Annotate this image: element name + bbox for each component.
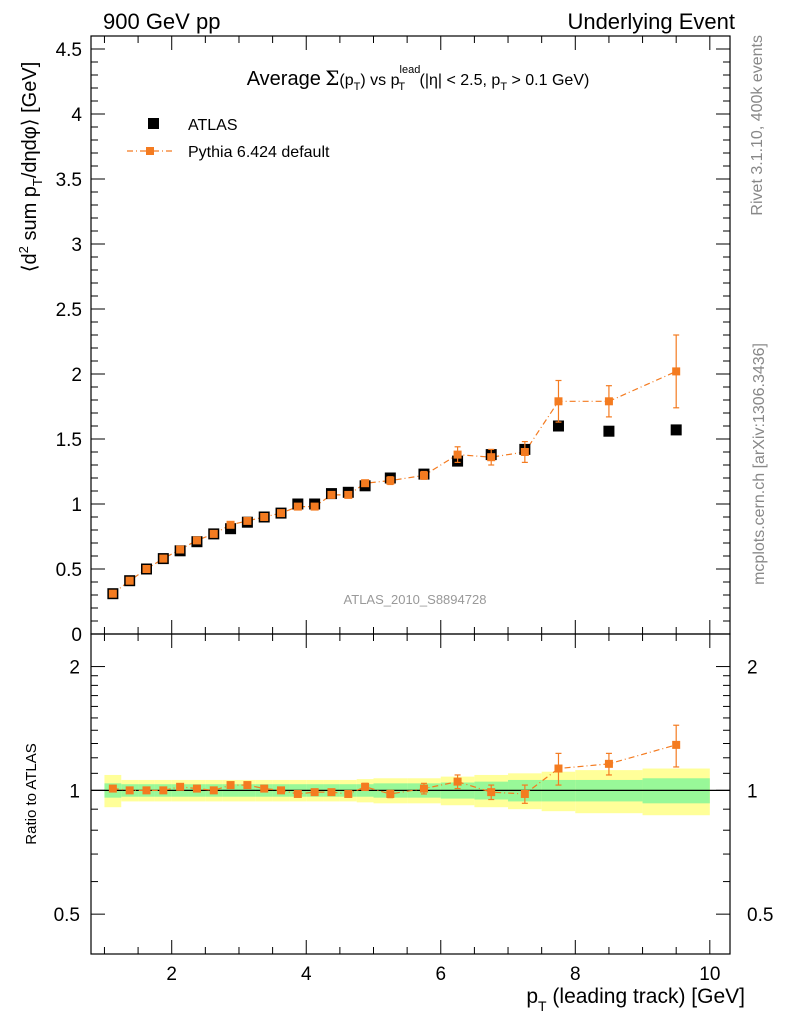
pythia-point (487, 453, 496, 462)
ratio-point (344, 789, 353, 798)
ratio-point (386, 789, 395, 798)
legend-atlas-marker (148, 118, 159, 129)
main-frame (90, 35, 731, 635)
main-ytick-label: 2 (71, 365, 82, 386)
atlas-point (552, 420, 564, 432)
pythia-point (604, 397, 613, 406)
ratio-point (293, 789, 302, 798)
ratio-panel: 0.5 0.5 1 1 2 2 2 4 6 8 10 (54, 633, 773, 985)
ratio-point (192, 784, 201, 793)
pythia-point (453, 450, 462, 459)
ratio-point (226, 781, 235, 790)
pythia-point (243, 516, 252, 525)
ratio-point (419, 784, 428, 793)
main-ticks: 0 0.5 1 1.5 2 2.5 3 3.5 4 4.5 (56, 35, 730, 646)
main-ytick-label: 1 (71, 495, 82, 516)
pythia-point (554, 397, 563, 406)
main-ylabel: ⟨d2 sum pT/dηdφ⟩ [GeV] (16, 62, 45, 273)
legend-atlas-label: ATLAS (188, 117, 238, 134)
ratio-ytick-label-right: 1 (747, 781, 758, 802)
ratio-point (672, 740, 681, 749)
pythia-point (176, 545, 185, 554)
legend: ATLAS Pythia 6.424 default (127, 117, 330, 161)
pythia-point (293, 502, 302, 511)
pythia-point (142, 565, 151, 573)
ratio-point (209, 786, 218, 795)
header-left: 900 GeV pp (103, 9, 220, 34)
x-tick-label: 6 (435, 964, 446, 985)
ratio-point (243, 781, 252, 790)
pythia-point (226, 520, 235, 529)
pythia-point (327, 490, 336, 499)
legend-pythia-label: Pythia 6.424 default (188, 144, 330, 161)
pythia-point (344, 490, 353, 499)
ratio-frame (90, 633, 731, 955)
main-ytick-label: 1.5 (56, 430, 82, 451)
rivet-label: Rivet 3.1.10, 400k events (749, 35, 766, 216)
ratio-point (142, 786, 151, 795)
mcplots-label: mcplots.cern.ch [arXiv:1306.3436] (751, 343, 768, 585)
x-tick-label: 8 (570, 964, 581, 985)
main-ytick-label: 0.5 (56, 560, 82, 581)
ratio-ticks: 0.5 0.5 1 1 2 2 2 4 6 8 10 (54, 634, 773, 985)
pythia-point (419, 471, 428, 480)
ratio-point (453, 777, 462, 786)
pythia-point (361, 479, 370, 488)
ratio-ytick-label-right: 0.5 (747, 905, 773, 926)
ratio-point (327, 788, 336, 797)
pythia-point (386, 476, 395, 485)
ratio-point (176, 782, 185, 791)
ratio-point (260, 784, 269, 793)
pythia-point (125, 576, 134, 585)
pythia-point (277, 509, 286, 518)
pythia-point (108, 589, 117, 598)
pythia-point (520, 448, 529, 456)
ratio-point (520, 789, 529, 798)
ratio-point (277, 786, 286, 795)
main-ytick-label: 3.5 (56, 170, 82, 191)
ratio-marks (91, 724, 730, 804)
analysis-watermark: ATLAS_2010_S8894728 (344, 592, 487, 607)
pythia-line (112, 370, 677, 595)
pythia-point (159, 554, 168, 563)
ratio-point (159, 786, 168, 795)
pythia-point (260, 513, 269, 521)
main-ytick-label: 2.5 (56, 300, 82, 321)
main-marks (107, 334, 682, 600)
pythia-point (672, 367, 681, 376)
main-ytick-label: 4 (71, 105, 82, 126)
header-right: Underlying Event (567, 9, 735, 34)
main-ytick-label: 3 (71, 235, 82, 256)
ratio-point (310, 788, 319, 797)
main-ytick-label: 0 (71, 625, 82, 646)
ratio-point (487, 788, 496, 797)
x-tick-label: 4 (301, 964, 312, 985)
x-axis-label: pT (leading track) [GeV] (526, 985, 745, 1014)
ratio-ytick-label-right: 2 (747, 658, 758, 679)
main-title: Average Σ(pT) vs plead T (|η| < 2.5, pT >… (247, 64, 590, 94)
atlas-point (603, 425, 615, 437)
ratio-point (554, 764, 563, 773)
x-tick-label: 10 (699, 964, 720, 985)
ratio-ytick-label: 1 (69, 781, 80, 802)
ratio-line (112, 744, 677, 795)
ratio-point (361, 782, 370, 791)
ratio-point (604, 759, 613, 768)
atlas-point (670, 424, 682, 436)
ratio-ytick-label: 2 (69, 658, 80, 679)
x-tick-label: 2 (166, 964, 177, 985)
main-ytick-label: 4.5 (56, 40, 82, 61)
pythia-point (209, 529, 218, 538)
legend-pythia-marker (146, 147, 154, 155)
ratio-ylabel: Ratio to ATLAS (23, 743, 40, 844)
pythia-point (192, 536, 201, 545)
ratio-point (108, 784, 117, 793)
ratio-point (125, 786, 134, 795)
pythia-point (310, 502, 319, 511)
ratio-ytick-label: 0.5 (54, 905, 80, 926)
